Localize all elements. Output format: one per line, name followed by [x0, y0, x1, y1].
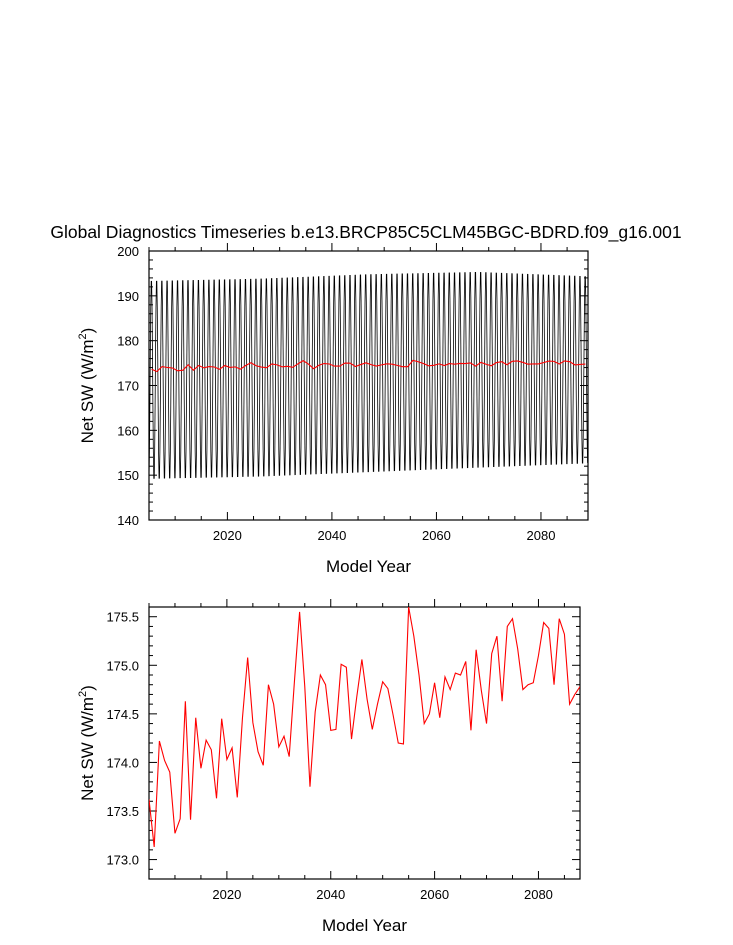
- y-tick-label: 175.5: [106, 610, 139, 625]
- monthly-series-line: [149, 272, 588, 479]
- y-tick-label: 173.0: [106, 853, 139, 868]
- y-axis-label: Net SW (W/m2): [77, 685, 97, 801]
- x-tick-label: 2020: [213, 528, 242, 543]
- bottom-panel-annual-mean-timeseries: 2020 2040 2060 2080 173.0 173.5 174.0 174.5 175.…: [77, 599, 581, 935]
- x-tick-label: 2060: [422, 528, 451, 543]
- x-tick-label: 2020: [212, 887, 241, 902]
- y-tick-label: 160: [117, 423, 139, 438]
- y-tick-label: 175.0: [106, 658, 139, 673]
- x-tick-label: 2040: [316, 887, 345, 902]
- y-tick-label: 140: [117, 513, 139, 528]
- y-tick-label: 174.0: [106, 755, 139, 770]
- x-axis-label: Model Year: [322, 916, 407, 935]
- y-tick-label: 200: [117, 244, 139, 259]
- y-tick-label: 174.5: [106, 707, 139, 722]
- plot-frame: [148, 606, 581, 880]
- top-panel-monthly-timeseries: 2020 2040 2060 2080 140 150 160 170 180 190 200 Mod…: [77, 243, 589, 576]
- y-tick-label: 170: [117, 379, 139, 394]
- x-axis-label: Model Year: [326, 557, 411, 576]
- x-tick-label: 2080: [524, 887, 553, 902]
- chart-title: Global Diagnostics Timeseries b.e13.BRCP…: [50, 222, 681, 243]
- annual-mean-line: [149, 607, 580, 847]
- annual-mean-line-top: [151, 359, 586, 373]
- y-tick-label: 150: [117, 468, 139, 483]
- x-tick-label: 2060: [420, 887, 449, 902]
- y-tick-label: 190: [117, 289, 139, 304]
- x-tick-label: 2040: [317, 528, 346, 543]
- x-tick-label: 2080: [527, 528, 556, 543]
- y-axis-label: Net SW (W/m2): [77, 328, 97, 444]
- y-tick-label: 180: [117, 334, 139, 349]
- y-tick-label: 173.5: [106, 804, 139, 819]
